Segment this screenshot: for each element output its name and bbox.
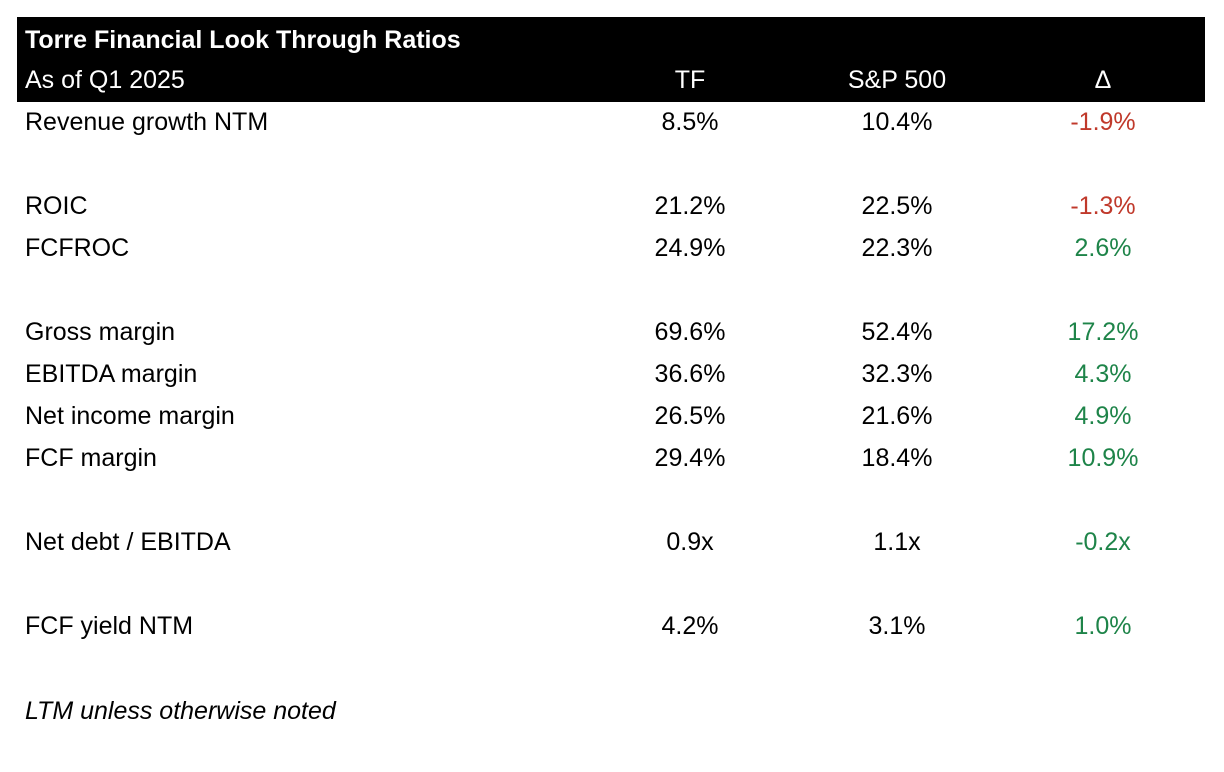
row-label: FCF yield NTM <box>25 612 194 640</box>
row-label: Net income margin <box>25 402 235 430</box>
column-header-delta: Δ <box>1094 66 1112 94</box>
table-row: EBITDA margin 36.6% 32.3% 4.3% <box>17 355 1205 393</box>
table-title: Torre Financial Look Through Ratios <box>25 26 461 54</box>
column-header-row: As of Q1 2025 TF S&P 500 Δ <box>17 61 1205 99</box>
tf-value: 69.6% <box>654 318 726 346</box>
sp500-value: 1.1x <box>873 528 921 556</box>
sp500-value: 10.4% <box>861 108 933 136</box>
sp500-value: 21.6% <box>861 402 933 430</box>
delta-value: 17.2% <box>1067 318 1139 346</box>
row-label: Gross margin <box>25 318 176 346</box>
sp500-value: 18.4% <box>861 444 933 472</box>
table-row: Net debt / EBITDA 0.9x 1.1x -0.2x <box>17 523 1205 561</box>
sp500-value: 52.4% <box>861 318 933 346</box>
tf-value: 4.2% <box>661 612 719 640</box>
delta-value: -1.9% <box>1070 108 1136 136</box>
table-row: Net income margin 26.5% 21.6% 4.9% <box>17 397 1205 435</box>
tf-value: 0.9x <box>666 528 714 556</box>
table-row: FCF margin 29.4% 18.4% 10.9% <box>17 439 1205 477</box>
row-label: ROIC <box>25 192 88 220</box>
delta-value: -0.2x <box>1075 528 1131 556</box>
row-label: Revenue growth NTM <box>25 108 269 136</box>
table-header: Torre Financial Look Through Ratios As o… <box>17 17 1205 102</box>
delta-value: 4.9% <box>1074 402 1132 430</box>
delta-value: 4.3% <box>1074 360 1132 388</box>
delta-value: 2.6% <box>1074 234 1132 262</box>
row-label: FCFROC <box>25 234 130 262</box>
tf-value: 24.9% <box>654 234 726 262</box>
delta-value: 1.0% <box>1074 612 1132 640</box>
column-header-tf: TF <box>674 66 706 94</box>
sp500-value: 3.1% <box>868 612 926 640</box>
sp500-value: 22.3% <box>861 234 933 262</box>
table-row: Revenue growth NTM 8.5% 10.4% -1.9% <box>17 103 1205 141</box>
table-row: FCF yield NTM 4.2% 3.1% 1.0% <box>17 607 1205 645</box>
row-label: FCF margin <box>25 444 157 472</box>
tf-value: 8.5% <box>661 108 719 136</box>
as-of-label: As of Q1 2025 <box>25 66 185 94</box>
delta-value: 10.9% <box>1067 444 1139 472</box>
sp500-value: 22.5% <box>861 192 933 220</box>
table-row: Gross margin 69.6% 52.4% 17.2% <box>17 313 1205 351</box>
tf-value: 36.6% <box>654 360 726 388</box>
row-label: Net debt / EBITDA <box>25 528 231 556</box>
column-header-sp500: S&P 500 <box>847 66 947 94</box>
table-row: FCFROC 24.9% 22.3% 2.6% <box>17 229 1205 267</box>
row-label: EBITDA margin <box>25 360 198 388</box>
tf-value: 29.4% <box>654 444 726 472</box>
table-row: ROIC 21.2% 22.5% -1.3% <box>17 187 1205 225</box>
tf-value: 26.5% <box>654 402 726 430</box>
tf-value: 21.2% <box>654 192 726 220</box>
delta-value: -1.3% <box>1070 192 1136 220</box>
sp500-value: 32.3% <box>861 360 933 388</box>
footnote: LTM unless otherwise noted <box>25 697 336 725</box>
